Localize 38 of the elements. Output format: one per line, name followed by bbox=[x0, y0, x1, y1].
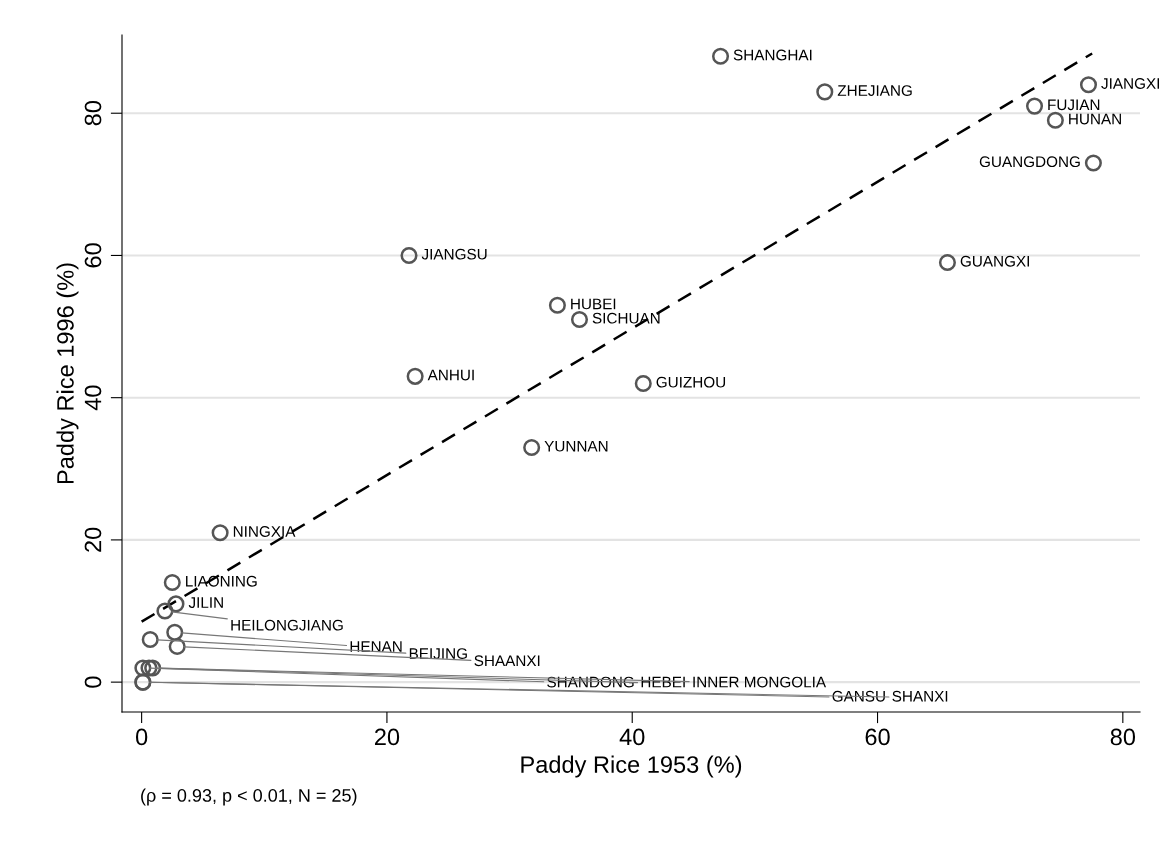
annotation: JILIN bbox=[188, 597, 223, 609]
annotation: YUNNAN bbox=[544, 440, 608, 452]
annotation: GUANGDONG bbox=[979, 156, 1080, 168]
annotation: ANHUI bbox=[427, 369, 474, 381]
y-axis-title: Paddy Rice 1996 (%) bbox=[56, 263, 79, 484]
x-tick-label: 60 bbox=[865, 728, 890, 746]
annotation: BEIJING bbox=[409, 648, 467, 660]
annotation: JIANGXI bbox=[1101, 78, 1159, 89]
annotation: HUNAN bbox=[1069, 113, 1121, 125]
annotation: LIAONING bbox=[186, 575, 257, 587]
x-axis-title: Paddy Rice 1953 (%) bbox=[521, 755, 742, 778]
x-tick-label: 40 bbox=[619, 728, 645, 746]
x-tick-label: 20 bbox=[374, 728, 400, 746]
y-tick-label: 40 bbox=[84, 385, 102, 411]
annotation: HUBEI bbox=[571, 298, 616, 310]
x-tick-label: 0 bbox=[135, 728, 148, 746]
annotation: JIANGSU bbox=[421, 248, 487, 260]
annotation: HEBEI bbox=[641, 676, 685, 688]
annotation: SHAANXI bbox=[474, 655, 540, 667]
annotation: SHANXI bbox=[892, 690, 948, 702]
annotation: SICHUAN bbox=[592, 312, 660, 324]
annotation: GANSU bbox=[832, 690, 885, 702]
annotation: INNER MONGOLIA bbox=[693, 676, 827, 688]
annotation: SHANGHAI bbox=[733, 49, 812, 61]
y-tick-label: 0 bbox=[84, 676, 102, 688]
y-tick-label: 60 bbox=[84, 243, 102, 268]
annotation: FUJIAN bbox=[1048, 99, 1100, 111]
annotation: GUIZHOU bbox=[656, 376, 726, 388]
y-tick-label: 20 bbox=[84, 527, 102, 552]
annotation: HENAN bbox=[350, 641, 402, 652]
annotation: ZHEJIANG bbox=[837, 85, 912, 96]
text: (ρ = 0.93, p < 0.01, N = 25) bbox=[141, 788, 357, 806]
annotation: HEILONGJIANG bbox=[231, 619, 343, 631]
y-tick-label: 80 bbox=[84, 101, 102, 126]
annotation: NINGXIA bbox=[233, 526, 296, 537]
annotation: SHANDONG bbox=[547, 676, 634, 688]
annotation: GUANGXI bbox=[960, 255, 1029, 267]
x-tick-label: 80 bbox=[1110, 728, 1136, 746]
